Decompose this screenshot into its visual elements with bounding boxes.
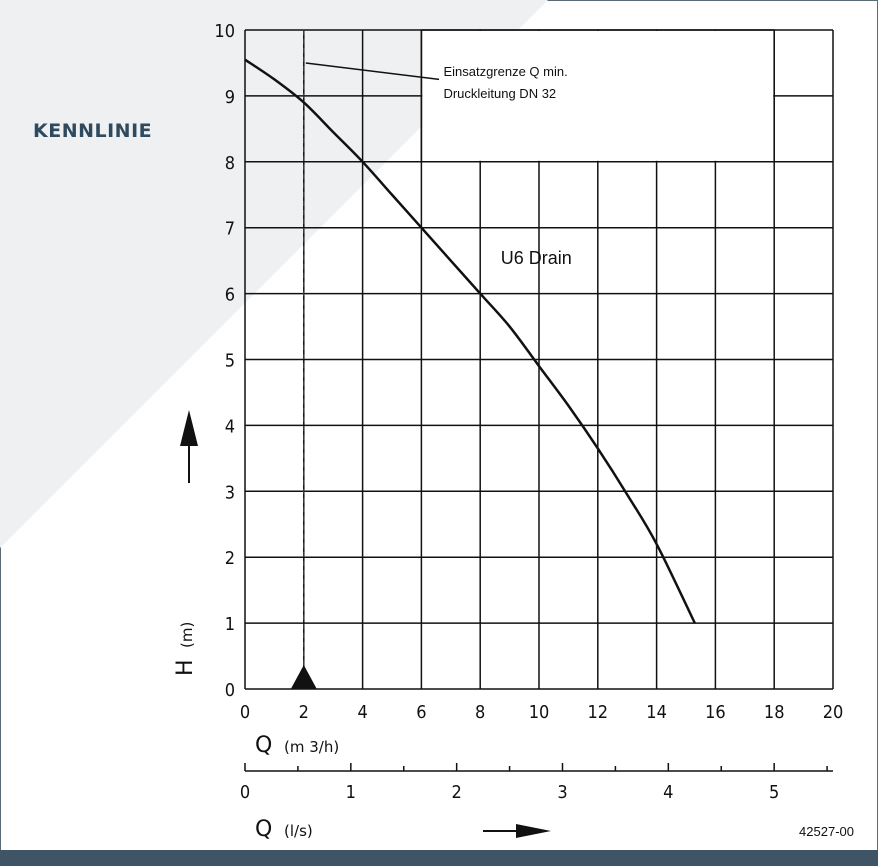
bottom-bar bbox=[0, 850, 878, 866]
y-tick-label: 5 bbox=[225, 351, 235, 372]
x-tick-label: 10 bbox=[529, 702, 550, 723]
x-tick-label: 20 bbox=[823, 702, 844, 723]
x2-axis-symbol: Q bbox=[255, 817, 272, 842]
secondary-x-axis bbox=[244, 763, 833, 772]
limit-marker-triangle-icon bbox=[290, 665, 317, 689]
y-tick-label: 3 bbox=[225, 482, 235, 503]
x-tick-label: 16 bbox=[705, 702, 726, 723]
x2-tick-label: 1 bbox=[346, 782, 356, 803]
limit-annotation-text-1: Einsatzgrenze Q min. bbox=[443, 64, 567, 79]
y-axis-symbol: H bbox=[173, 659, 198, 676]
figure-code: 42527-00 bbox=[799, 824, 854, 839]
x-tick-label: 18 bbox=[764, 702, 785, 723]
limit-annotation-box bbox=[422, 31, 774, 161]
x-tick-label: 2 bbox=[299, 702, 309, 723]
chart-grid-boundary bbox=[420, 29, 775, 163]
y-tick-label: 7 bbox=[225, 219, 235, 240]
y-tick-label: 1 bbox=[225, 614, 235, 635]
x-tick-label: 12 bbox=[587, 702, 608, 723]
up-arrow-icon bbox=[180, 410, 198, 483]
y-tick-label: 4 bbox=[225, 416, 235, 437]
y-tick-labels: 0 1 2 3 4 5 6 7 8 9 10 bbox=[214, 21, 235, 701]
x-axis-unit: (m 3/h) bbox=[284, 738, 339, 756]
background-triangle-shape bbox=[0, 0, 548, 548]
x-tick-label: 8 bbox=[475, 702, 485, 723]
y-axis-label: H (m) bbox=[173, 622, 198, 676]
up-arrow-head bbox=[180, 410, 198, 446]
limit-annotation-text-2: Druckleitung DN 32 bbox=[443, 86, 556, 101]
x2-tick-label: 4 bbox=[663, 782, 673, 803]
y-tick-label: 2 bbox=[225, 548, 235, 569]
x2-tick-label: 2 bbox=[452, 782, 462, 803]
secondary-x-tick-labels: 0 1 2 3 4 5 bbox=[240, 782, 779, 803]
y-tick-label: 9 bbox=[225, 87, 235, 108]
x-axis-symbol: Q bbox=[255, 733, 272, 758]
right-arrow-head bbox=[516, 824, 551, 838]
y-tick-label: 10 bbox=[214, 21, 235, 42]
series-label-u6-drain: U6 Drain bbox=[501, 248, 572, 268]
x2-tick-label: 5 bbox=[769, 782, 779, 803]
right-arrow-icon bbox=[483, 824, 551, 838]
x2-tick-label: 3 bbox=[557, 782, 567, 803]
series-line-u6-drain bbox=[244, 58, 696, 624]
y-tick-label: 0 bbox=[225, 680, 235, 701]
x-tick-label: 6 bbox=[416, 702, 426, 723]
x-tick-label: 14 bbox=[646, 702, 667, 723]
y-tick-label: 6 bbox=[225, 285, 235, 306]
y-tick-label: 8 bbox=[225, 153, 235, 174]
x2-tick-label: 0 bbox=[240, 782, 250, 803]
x-tick-label: 4 bbox=[357, 702, 367, 723]
y-axis-unit: (m) bbox=[178, 622, 196, 648]
x-tick-label: 0 bbox=[240, 702, 250, 723]
x-tick-labels: 0 2 4 6 8 10 12 14 16 18 20 bbox=[240, 702, 843, 723]
section-title: KENNLINIE bbox=[33, 120, 153, 142]
annotation-leader-line bbox=[305, 62, 440, 81]
x2-axis-unit: (l/s) bbox=[284, 822, 313, 840]
